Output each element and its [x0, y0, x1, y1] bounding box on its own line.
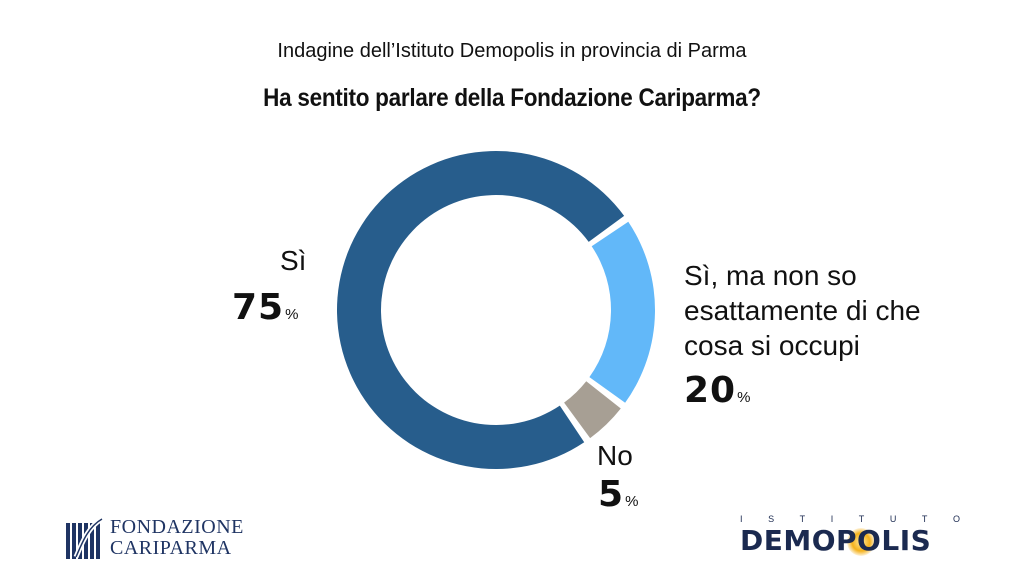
demopolis-letter: T [799, 514, 806, 524]
demopolis-istituto-text: I S T I T U T O [740, 514, 960, 524]
slice-no [564, 381, 621, 439]
label-si-ma-line-3: cosa si occupi [684, 330, 860, 361]
value-si-ma-number: 20 [684, 370, 737, 411]
chart-title: Ha sentito parlare della Fondazione Cari… [263, 84, 761, 112]
label-si-ma-line-2: esattamente di che [684, 295, 921, 326]
demopolis-letter: U [889, 514, 897, 524]
value-si-ma: 20% [684, 371, 750, 418]
value-si: 75% [232, 288, 298, 335]
value-no-unit: % [625, 493, 639, 510]
label-si-text: Sì [280, 245, 307, 276]
demopolis-letter: T [858, 514, 865, 524]
value-no-number: 5 [598, 474, 625, 515]
value-si-unit: % [285, 306, 299, 323]
slice-si-ma [589, 221, 655, 403]
demopolis-letter: T [921, 514, 928, 524]
value-si-ma-unit: % [737, 389, 751, 406]
slice-si [336, 150, 625, 469]
demopolis-logo: I S T I T U T O DEMOPOLIS [740, 514, 960, 560]
label-no: No [597, 438, 633, 473]
label-no-text: No [597, 440, 633, 471]
demopolis-letter: S [768, 514, 775, 524]
value-si-number: 75 [232, 287, 285, 328]
demopolis-letter: I [830, 514, 834, 524]
label-si: Sì [280, 243, 306, 278]
fondazione-cariparma-logo: FONDAZIONE CARIPARMA [66, 515, 243, 561]
demopolis-wordmark: DEMOPOLIS [740, 524, 932, 557]
demopolis-glow-icon [847, 528, 875, 556]
fondazione-text-line2: CARIPARMA [110, 537, 232, 559]
value-no: 5% [598, 475, 638, 522]
demopolis-letter: I [740, 514, 743, 524]
fondazione-emblem-icon [66, 517, 104, 559]
demopolis-letter: O [952, 514, 960, 524]
label-si-ma-line-1: Sì, ma non so [684, 260, 857, 291]
label-si-ma: Sì, ma non so esattamente di che cosa si… [684, 258, 921, 363]
fondazione-text-line1: FONDAZIONE [110, 516, 244, 538]
chart-subtitle: Indagine dell’Istituto Demopolis in prov… [277, 40, 747, 62]
